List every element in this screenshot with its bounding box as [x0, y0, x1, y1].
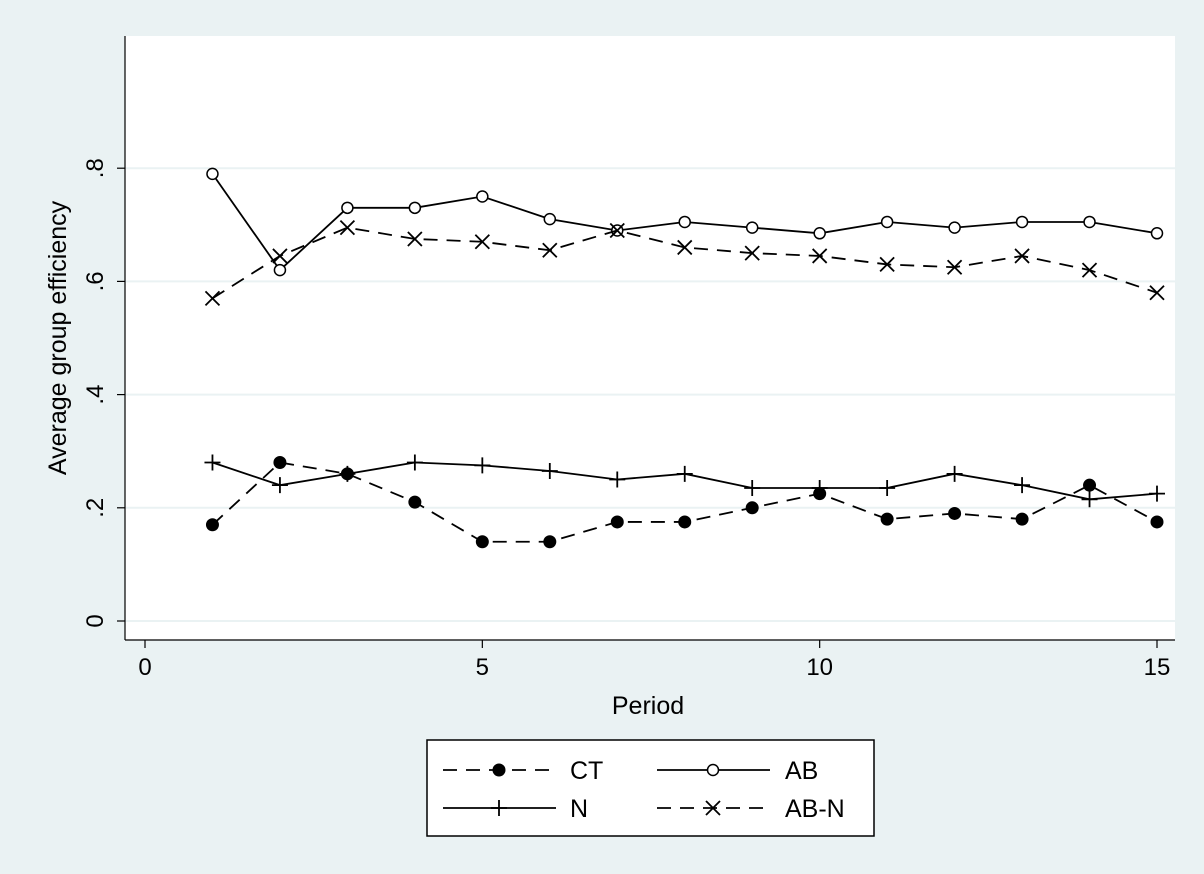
- data-point-ab: [206, 167, 219, 181]
- data-point-ct: [1150, 515, 1164, 529]
- data-point-ct: [745, 501, 759, 515]
- data-point-n: [474, 457, 491, 474]
- data-point-ab: [678, 215, 691, 229]
- data-point-n: [271, 477, 288, 494]
- x-tick-label: 10: [806, 654, 833, 681]
- data-point-ab-n: [1081, 262, 1098, 278]
- data-point-n: [946, 465, 963, 482]
- data-point-ab-n: [1149, 285, 1165, 301]
- legend: CT AB N AB-N: [426, 739, 875, 837]
- data-point-n: [1081, 491, 1098, 508]
- x-tick-label: 0: [138, 654, 151, 681]
- data-point-ct: [205, 518, 219, 532]
- data-point-ab: [341, 201, 354, 215]
- y-axis-label: Average group efficiency: [44, 200, 72, 475]
- data-point-ab: [543, 212, 557, 226]
- legend-box: [426, 739, 875, 837]
- data-point-n: [609, 471, 626, 488]
- axes: 0 .2 .4 .6 .8 0 5 10 15: [82, 36, 1175, 681]
- data-point-ab-n: [204, 290, 221, 307]
- legend-label-ab: AB: [785, 757, 818, 785]
- y-tick-label: .6: [82, 271, 109, 291]
- data-point-ct: [408, 495, 422, 509]
- data-point-ab-n: [744, 245, 760, 261]
- data-point-ab-n: [1014, 248, 1030, 264]
- data-point-ab: [1083, 215, 1096, 229]
- x-tick-label: 15: [1144, 654, 1171, 681]
- data-point-ab-n: [946, 259, 963, 275]
- data-point-ct: [610, 515, 624, 529]
- y-tick-label: 0: [82, 614, 109, 627]
- series-group: [204, 167, 1165, 549]
- data-point-n: [1149, 485, 1165, 502]
- data-point-ab-n: [272, 248, 288, 264]
- legend-label-ct: CT: [570, 757, 603, 785]
- data-point-ab: [1015, 215, 1029, 229]
- series-ab: [206, 167, 1164, 277]
- data-point-ct: [1015, 512, 1029, 526]
- legend-label-n: N: [570, 795, 588, 823]
- data-point-n: [811, 479, 828, 496]
- data-point-n: [676, 465, 693, 482]
- data-point-n: [744, 479, 761, 496]
- data-point-ab-n: [542, 242, 558, 258]
- data-point-ct: [880, 512, 894, 526]
- data-point-ab-n: [339, 219, 356, 236]
- data-point-ct: [948, 506, 962, 520]
- data-point-ab: [1150, 227, 1164, 240]
- y-tick-label: .4: [82, 385, 109, 405]
- data-point-n: [339, 465, 356, 482]
- legend-label-ab-n: AB-N: [785, 795, 845, 823]
- y-tick-label: .2: [82, 498, 109, 518]
- series-ct: [205, 456, 1164, 549]
- data-point-ab-n: [609, 222, 625, 239]
- data-point-ab-n: [474, 234, 490, 250]
- legend-swatch-marker-n: [491, 800, 507, 816]
- data-point-ab: [813, 227, 826, 240]
- data-point-ab-n: [677, 239, 693, 256]
- y-tick-label: .8: [82, 158, 109, 178]
- data-point-ab-n: [879, 256, 895, 273]
- x-axis-label: Period: [612, 692, 684, 720]
- data-point-ab: [948, 221, 961, 234]
- data-point-ab: [476, 190, 489, 203]
- legend-swatch-marker-ct: [492, 763, 506, 777]
- data-point-ct: [543, 535, 557, 549]
- data-point-ab: [408, 201, 422, 215]
- legend-swatch-marker-ab-n: [705, 800, 721, 816]
- data-point-ab: [880, 215, 894, 229]
- series-n: [204, 454, 1165, 508]
- data-point-n: [406, 454, 423, 471]
- series-ab-n: [204, 219, 1165, 307]
- data-point-ab: [273, 263, 287, 277]
- data-point-ct: [1083, 478, 1097, 492]
- data-point-ct: [273, 456, 287, 470]
- gridlines: [125, 167, 1175, 622]
- plot-area: [125, 36, 1175, 640]
- data-point-ct: [678, 515, 692, 529]
- x-tick-label: 5: [476, 654, 489, 681]
- data-point-n: [541, 463, 558, 480]
- data-point-ab-n: [407, 231, 423, 247]
- legend-swatch-marker-ab: [706, 763, 720, 777]
- data-point-ct: [475, 535, 489, 549]
- data-point-n: [204, 454, 221, 471]
- data-point-ab-n: [812, 248, 828, 264]
- data-point-ab: [745, 221, 759, 234]
- data-point-n: [1014, 477, 1031, 494]
- data-point-n: [879, 479, 896, 496]
